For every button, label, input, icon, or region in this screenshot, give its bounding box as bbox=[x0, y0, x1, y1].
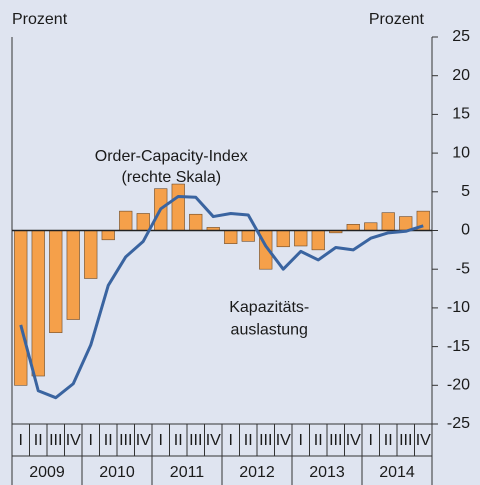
y-tick-label: -5 bbox=[456, 260, 470, 277]
x-tick-label: IV bbox=[416, 432, 431, 449]
x-tick-label: III bbox=[189, 432, 202, 449]
line bbox=[19, 194, 424, 400]
year-label: 2010 bbox=[99, 464, 135, 481]
y-tick-label: 25 bbox=[452, 28, 470, 45]
y-tick-label: 0 bbox=[461, 222, 470, 239]
x-tick-label: I bbox=[89, 432, 93, 449]
bar bbox=[136, 213, 150, 231]
x-tick-label: IV bbox=[206, 432, 221, 449]
bar bbox=[276, 230, 290, 248]
x-tick-label: II bbox=[314, 432, 323, 449]
annotation: Order-Capacity-Index bbox=[95, 148, 248, 165]
x-tick-label: II bbox=[34, 432, 43, 449]
bar bbox=[171, 183, 185, 231]
x-tick-label: II bbox=[384, 432, 393, 449]
x-tick-label: I bbox=[299, 432, 303, 449]
bar bbox=[31, 230, 45, 377]
year-label: 2014 bbox=[379, 464, 415, 481]
x-tick-label: III bbox=[259, 432, 272, 449]
x-tick-label: I bbox=[229, 432, 233, 449]
bar bbox=[241, 230, 255, 242]
x-tick-label: IV bbox=[136, 432, 151, 449]
year-label: 2012 bbox=[239, 464, 275, 481]
bar bbox=[364, 222, 378, 231]
x-tick-label: IV bbox=[346, 432, 361, 449]
bar bbox=[381, 212, 395, 231]
x-tick-label: I bbox=[159, 432, 163, 449]
x-tick-label: I bbox=[19, 432, 23, 449]
bar bbox=[346, 224, 360, 231]
year-label: 2013 bbox=[309, 464, 345, 481]
x-tick-label: II bbox=[104, 432, 113, 449]
y-tick-label: 5 bbox=[461, 183, 470, 200]
y-tick-label: -10 bbox=[447, 299, 470, 316]
bar bbox=[66, 230, 80, 320]
y-tick-label: 10 bbox=[452, 144, 470, 161]
x-tick-label: I bbox=[369, 432, 373, 449]
annotation: auslastung bbox=[231, 322, 308, 339]
y-tick-label: -15 bbox=[447, 338, 470, 355]
x-tick-label: II bbox=[174, 432, 183, 449]
x-tick-label: III bbox=[49, 432, 62, 449]
year-label: 2011 bbox=[170, 464, 205, 481]
bar bbox=[311, 230, 325, 251]
x-tick-label: IV bbox=[66, 432, 81, 449]
y-tick-label: -20 bbox=[447, 377, 470, 394]
y-axis-label-right: Prozent bbox=[369, 11, 425, 28]
bar bbox=[224, 230, 238, 244]
bar bbox=[14, 230, 28, 386]
annotation: (rechte Skala) bbox=[121, 169, 221, 186]
annotation: Kapazitäts- bbox=[229, 299, 309, 316]
x-tick-label: II bbox=[244, 432, 253, 449]
x-tick-label: III bbox=[399, 432, 412, 449]
bar bbox=[84, 230, 98, 279]
y-tick-label: 20 bbox=[452, 67, 470, 84]
y-tick-label: 15 bbox=[452, 106, 470, 123]
x-tick-label: IV bbox=[276, 432, 291, 449]
y-axis-label-left: Prozent bbox=[12, 11, 68, 28]
x-tick-label: III bbox=[119, 432, 132, 449]
bar bbox=[294, 230, 308, 247]
x-tick-label: III bbox=[329, 432, 342, 449]
year-label: 2009 bbox=[29, 464, 65, 481]
y-tick-label: -25 bbox=[447, 415, 470, 432]
bar bbox=[101, 230, 115, 241]
bar bbox=[119, 210, 133, 231]
bar bbox=[189, 213, 203, 231]
bar bbox=[49, 230, 63, 333]
